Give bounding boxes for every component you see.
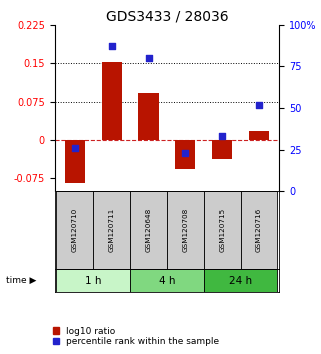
Text: 1 h: 1 h [85, 275, 101, 286]
Bar [130, 269, 204, 292]
Text: GSM120711: GSM120711 [109, 208, 115, 252]
Bar [175, 140, 195, 169]
Bar [241, 191, 277, 269]
Text: GSM120708: GSM120708 [182, 208, 188, 252]
Text: GSM120648: GSM120648 [145, 208, 152, 252]
Bar [138, 93, 159, 140]
Title: GDS3433 / 28036: GDS3433 / 28036 [106, 10, 228, 24]
Bar [249, 131, 269, 140]
Bar [101, 62, 122, 140]
Point [183, 150, 188, 156]
Point [256, 102, 262, 108]
Bar [130, 191, 167, 269]
Text: GSM120710: GSM120710 [72, 208, 78, 252]
Bar [56, 191, 93, 269]
Bar [204, 191, 241, 269]
Text: time ▶: time ▶ [6, 276, 37, 285]
Text: 4 h: 4 h [159, 275, 175, 286]
Point [109, 44, 114, 49]
Point [146, 55, 151, 61]
Text: GSM120715: GSM120715 [219, 208, 225, 252]
Bar [65, 140, 85, 183]
Point [220, 133, 225, 139]
Bar [93, 191, 130, 269]
Legend: log10 ratio, percentile rank within the sample: log10 ratio, percentile rank within the … [53, 327, 219, 346]
Bar [56, 269, 130, 292]
Bar [212, 140, 232, 159]
Bar [204, 269, 277, 292]
Bar [167, 191, 204, 269]
Text: 24 h: 24 h [229, 275, 252, 286]
Point [72, 145, 77, 151]
Text: GSM120716: GSM120716 [256, 208, 262, 252]
